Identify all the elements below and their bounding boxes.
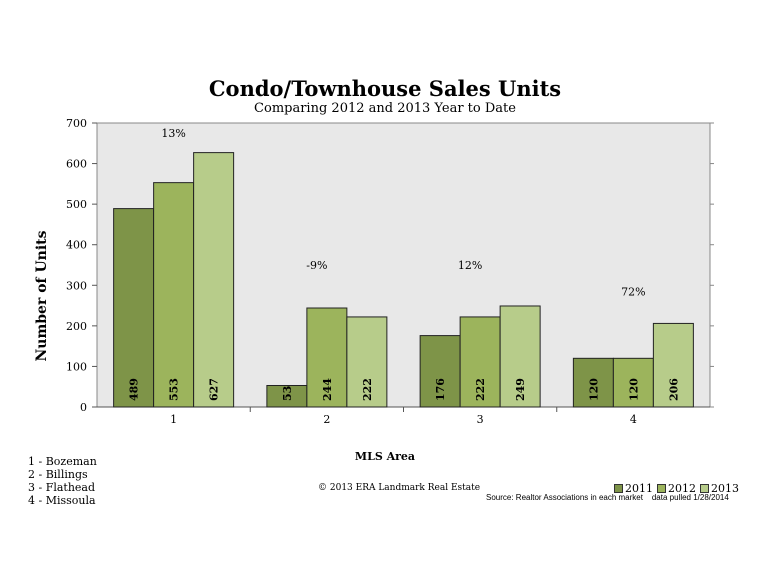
- legend-item-2011: 2011: [614, 482, 653, 495]
- legend-label: 2012: [668, 482, 696, 495]
- data-label: 249: [514, 378, 527, 401]
- data-label: 222: [474, 378, 487, 401]
- legend-swatch: [657, 484, 666, 493]
- legend: 2011 2012 2013: [614, 482, 739, 495]
- bar-2011-area-1: [113, 208, 155, 408]
- bar-2012-area-2: [306, 307, 348, 408]
- area-key-item: 4 - Missoula: [28, 494, 96, 507]
- legend-label: 2013: [711, 482, 739, 495]
- x-tick-label: 4: [630, 413, 637, 426]
- y-tick-label: 600: [66, 158, 87, 171]
- y-tick-label: 300: [66, 279, 87, 292]
- area-key-item: 1 - Bozeman: [28, 455, 97, 468]
- bar-2011-area-3: [419, 335, 461, 408]
- chart-title: Condo/Townhouse Sales Units: [208, 76, 562, 101]
- y-tick-label: 500: [66, 198, 87, 211]
- legend-swatch: [614, 484, 623, 493]
- area-key-item: 3 - Flathead: [28, 481, 96, 494]
- area-key-item: 2 - Billings: [28, 468, 88, 481]
- data-label: 176: [434, 378, 447, 401]
- x-tick-label: 1: [170, 413, 177, 426]
- source-note: Source: Realtor Associations in each mar…: [486, 493, 729, 502]
- bar-2013-area-1: [193, 152, 235, 408]
- legend-swatch: [700, 484, 709, 493]
- y-axis-label: Number of Units: [34, 230, 50, 362]
- y-tick-label: 400: [66, 239, 87, 252]
- copyright-text: © 2013 ERA Landmark Real Estate: [318, 483, 481, 493]
- percent-annotation: 72%: [621, 285, 645, 298]
- bar-2012-area-1: [153, 182, 195, 408]
- data-label: 222: [361, 378, 374, 401]
- data-label: 553: [168, 378, 181, 401]
- x-tick-label: 2: [323, 413, 330, 426]
- y-tick-label: 0: [80, 401, 87, 414]
- percent-annotation: -9%: [306, 259, 327, 272]
- data-label: 244: [321, 378, 334, 401]
- y-tick-label: 200: [66, 320, 87, 333]
- bar-2013-area-3: [499, 305, 541, 408]
- bar-2013-area-4: [652, 322, 694, 408]
- data-label: 53: [281, 386, 294, 401]
- x-axis-label: MLS Area: [354, 450, 416, 463]
- chart-subtitle: Comparing 2012 and 2013 Year to Date: [254, 101, 516, 116]
- percent-annotation: 13%: [161, 127, 185, 140]
- bar-2013-area-2: [346, 316, 388, 408]
- data-label: 120: [587, 378, 600, 401]
- x-tick-label: 3: [477, 413, 484, 426]
- percent-annotation: 12%: [458, 259, 482, 272]
- bar-2012-area-3: [459, 316, 501, 408]
- area-key: 1 - Bozeman 2 - Billings 3 - Flathead 4 …: [28, 455, 97, 507]
- y-tick-label: 100: [66, 360, 87, 373]
- y-tick-label: 700: [66, 117, 87, 130]
- data-label: 627: [208, 378, 221, 401]
- legend-item-2013: 2013: [700, 482, 739, 495]
- legend-item-2012: 2012: [657, 482, 696, 495]
- data-label: 206: [667, 378, 680, 401]
- legend-label: 2011: [625, 482, 653, 495]
- data-label: 489: [128, 378, 141, 401]
- data-label: 120: [627, 378, 640, 401]
